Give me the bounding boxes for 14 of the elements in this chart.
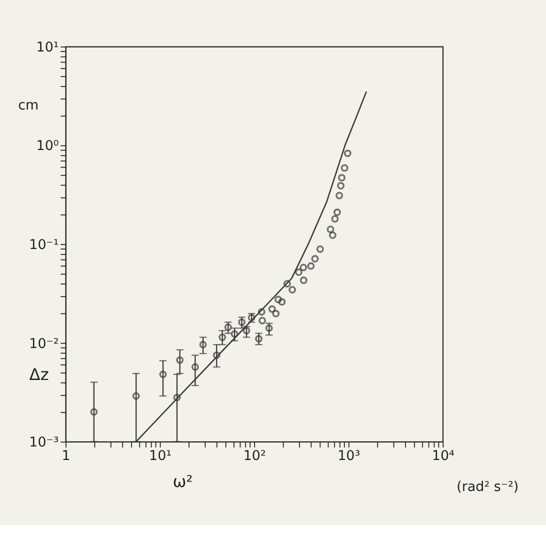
x-axis-title: ω² [172, 472, 193, 492]
y-tick-label: 10⁻³ [29, 434, 59, 451]
y-tick-label: 10⁻¹ [29, 237, 59, 254]
x-tick-label: 10² [243, 448, 266, 464]
x-tick-label: 10⁴ [432, 448, 454, 464]
x-tick-label: 10¹ [149, 448, 172, 464]
text: cm [18, 97, 39, 114]
x-tick-label: 10³ [338, 448, 360, 464]
text: (rad² s⁻²) [456, 479, 519, 496]
y-axis-title: Δz [29, 365, 49, 384]
y-tick-label: 10⁰ [36, 138, 59, 154]
y-tick-label: 10¹ [36, 39, 59, 56]
y-tick-label: 10⁻² [29, 336, 59, 352]
x-tick-label: 1 [62, 448, 70, 464]
